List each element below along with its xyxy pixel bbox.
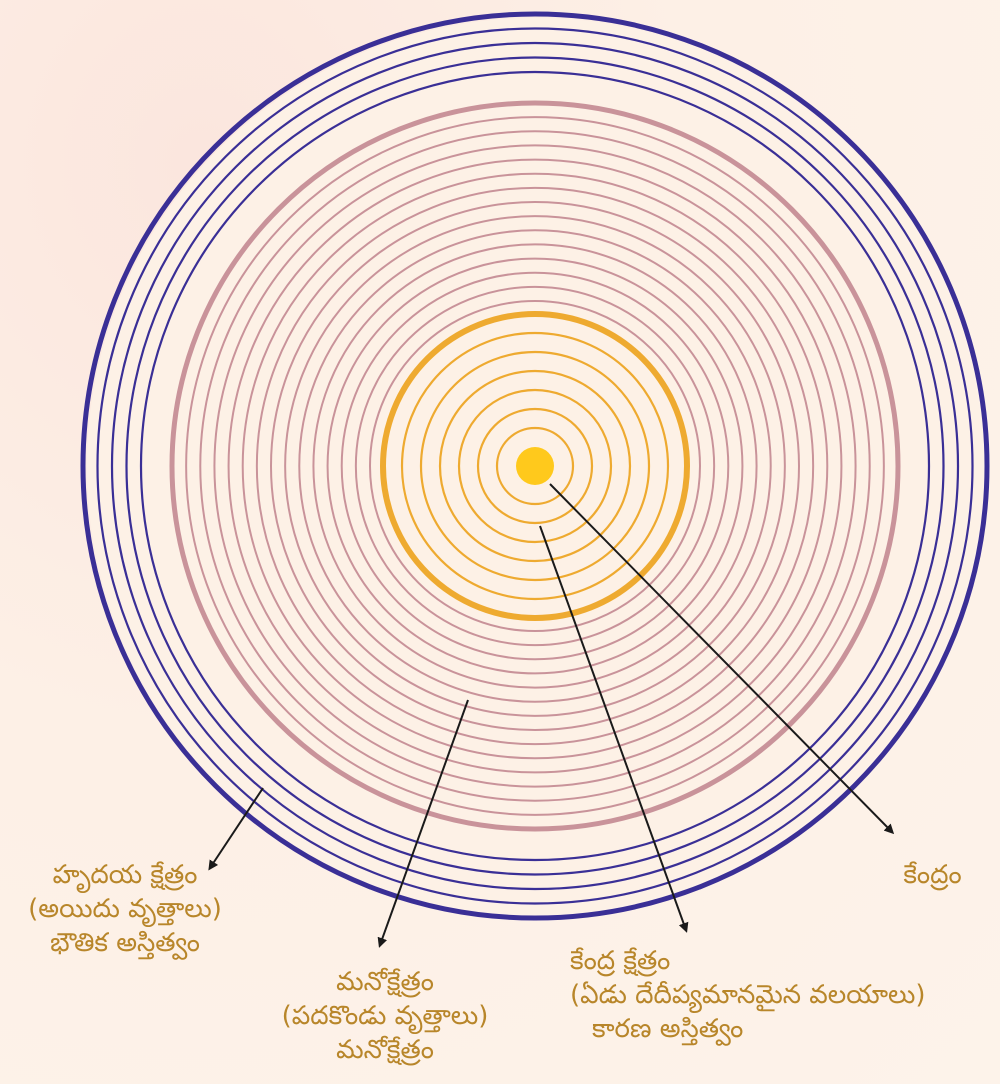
mind-field-ring	[270, 201, 800, 731]
heart-field-ring	[110, 41, 960, 891]
label-mind-field-line2: (పదకొండు వృత్తాలు)	[281, 1001, 489, 1031]
arrow-heart-field	[208, 787, 264, 871]
centre-field-ring	[380, 311, 690, 621]
arrow-centre	[549, 483, 895, 835]
centre-field-ring	[495, 426, 575, 506]
mind-field-ring	[185, 116, 885, 816]
label-centre-field-line2: (ఏడు దేదీప్యమానమైన వలయాలు)	[570, 980, 926, 1010]
mind-field-ring	[312, 243, 758, 689]
centre-field-ring	[476, 407, 594, 525]
label-centre-field-line3: కారణ అస్తిత్వం	[592, 1014, 744, 1044]
arrow-centre-field	[539, 525, 689, 933]
mind-field-ring	[227, 158, 843, 774]
mind-field-ring	[326, 257, 744, 675]
arrow-mind-field	[377, 699, 469, 948]
label-centre: కేంద్రం	[880, 858, 985, 892]
mind-field-ring	[298, 229, 772, 703]
label-centre-field-line1: కేంద్ర క్షేత్రం	[570, 946, 671, 976]
mind-field-ring	[340, 271, 730, 661]
centre-field-ring	[438, 369, 632, 563]
centre-field-ring	[400, 331, 670, 601]
heart-field-ring	[80, 11, 990, 921]
pointer-arrows	[208, 483, 895, 948]
mind-field-ring	[369, 300, 701, 632]
label-centre-line1: కేంద్రం	[903, 860, 962, 890]
label-centre-field: కేంద్ర క్షేత్రం (ఏడు దేదీప్యమానమైన వలయాల…	[570, 944, 1000, 1046]
label-heart-field-line1: హృదయ క్షేత్రం	[52, 860, 198, 890]
label-mind-field: మనోక్షేత్రం (పదకొండు వృత్తాలు) మనోక్షేత్…	[245, 965, 525, 1067]
label-mind-field-line3: మనోక్షేత్రం	[336, 1035, 434, 1065]
label-heart-field-line3: భౌతిక అస్తిత్వం	[50, 928, 200, 958]
label-mind-field-line1: మనోక్షేత్రం	[336, 967, 434, 997]
mind-field-ring	[255, 186, 815, 746]
centre-field-ring	[419, 350, 651, 582]
mind-field-ring	[354, 285, 716, 647]
heart-field-ring	[139, 70, 931, 862]
mind-field-ring	[284, 215, 786, 717]
mind-field-ring	[213, 144, 857, 788]
mind-field-ring	[199, 130, 871, 802]
mind-field-ring	[241, 172, 829, 760]
heart-field-ring	[125, 56, 945, 876]
label-heart-field-line2: (అయిదు వృత్తాలు)	[28, 894, 222, 924]
centre-field-ring	[457, 388, 613, 544]
label-heart-field: హృదయ క్షేత్రం (అయిదు వృత్తాలు) భౌతిక అస్…	[0, 858, 250, 960]
heart-field-ring	[96, 27, 974, 905]
centre-dot	[516, 447, 554, 485]
mind-field-ring	[169, 100, 901, 832]
